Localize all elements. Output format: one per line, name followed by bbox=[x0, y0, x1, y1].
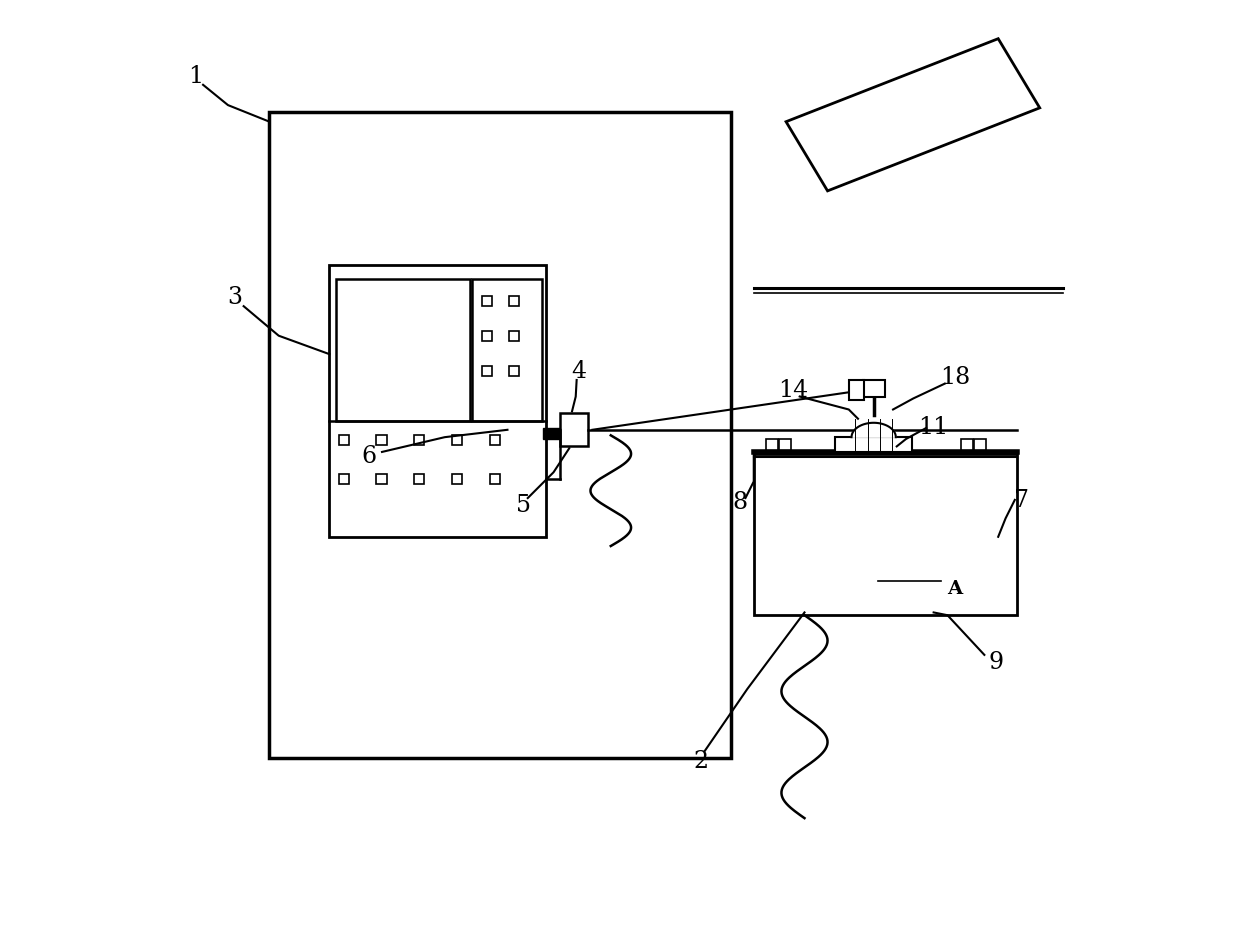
Bar bbox=[339, 475, 348, 485]
Text: 9: 9 bbox=[988, 650, 1004, 673]
Bar bbox=[779, 439, 791, 451]
Bar bbox=[377, 475, 387, 485]
Bar bbox=[414, 475, 424, 485]
Bar bbox=[453, 436, 463, 446]
Bar bbox=[510, 367, 520, 377]
Bar bbox=[510, 332, 520, 342]
Bar bbox=[330, 265, 546, 538]
Text: 4: 4 bbox=[570, 360, 587, 383]
Text: 3: 3 bbox=[227, 286, 242, 309]
Bar bbox=[754, 454, 1017, 616]
Bar bbox=[336, 279, 470, 422]
Text: 14: 14 bbox=[779, 378, 808, 401]
Bar bbox=[975, 439, 986, 451]
Bar bbox=[835, 438, 913, 452]
Bar bbox=[848, 381, 863, 400]
Bar bbox=[453, 475, 463, 485]
Bar bbox=[510, 297, 520, 307]
Bar bbox=[481, 367, 492, 377]
Polygon shape bbox=[543, 428, 560, 439]
Text: 7: 7 bbox=[1014, 489, 1029, 512]
Text: 8: 8 bbox=[733, 490, 748, 514]
Bar bbox=[863, 381, 885, 397]
Text: 11: 11 bbox=[919, 415, 949, 438]
Text: 1: 1 bbox=[188, 65, 203, 88]
Text: 6: 6 bbox=[362, 445, 377, 467]
Bar bbox=[490, 475, 500, 485]
Bar bbox=[481, 297, 492, 307]
Bar bbox=[377, 436, 387, 446]
Text: A: A bbox=[947, 578, 962, 597]
Text: 2: 2 bbox=[693, 749, 709, 771]
Bar bbox=[560, 413, 588, 447]
Bar bbox=[339, 436, 348, 446]
Bar bbox=[472, 279, 542, 422]
Bar bbox=[414, 436, 424, 446]
Text: 18: 18 bbox=[940, 365, 970, 388]
Polygon shape bbox=[852, 424, 895, 438]
Bar bbox=[490, 436, 500, 446]
Text: 5: 5 bbox=[516, 493, 531, 516]
Bar bbox=[961, 439, 973, 451]
Bar bbox=[766, 439, 777, 451]
Polygon shape bbox=[786, 40, 1039, 192]
Bar bbox=[481, 332, 492, 342]
Bar bbox=[269, 113, 730, 758]
